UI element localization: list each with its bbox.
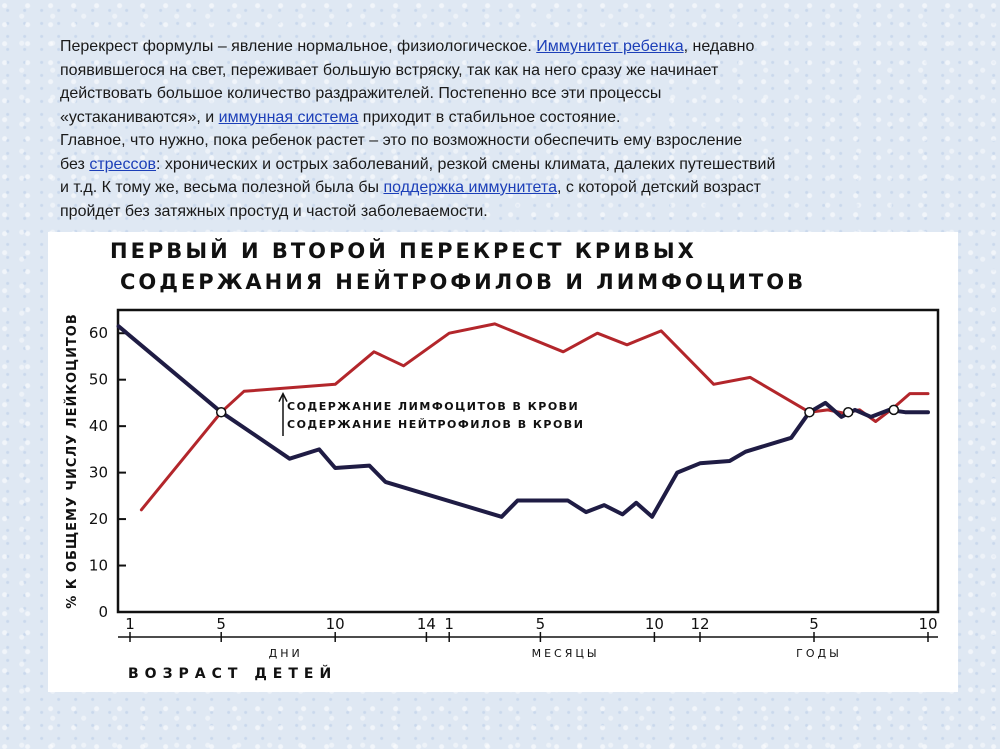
x-tick-label: 1 bbox=[444, 615, 454, 633]
x-axis-title: ВОЗРАСТ ДЕТЕЙ bbox=[128, 665, 337, 682]
plot-area: 0 10 20 30 40 50 60 % К ОБЩЕМУ ЧИСЛУ ЛЕЙКОЦИТОВ… bbox=[64, 308, 940, 682]
text-segment: : хронических и острых заболеваний, резк… bbox=[156, 155, 776, 173]
legend-label-lymphocytes: СОДЕРЖАНИЕ ЛИМФОЦИТОВ В КРОВИ bbox=[287, 400, 579, 413]
text-segment: «устаканиваются», и bbox=[60, 108, 219, 126]
text-line: и т.д. К тому же, весьма полезной была б… bbox=[60, 176, 960, 200]
x-tick-label: 14 bbox=[417, 615, 436, 633]
x-tick-label: 12 bbox=[690, 615, 709, 633]
y-tick-label: 0 bbox=[98, 603, 108, 621]
x-tick-label: 10 bbox=[918, 615, 937, 633]
text-line: появившегося на свет, переживает большую… bbox=[60, 61, 719, 79]
y-tick-label: 40 bbox=[89, 417, 108, 435]
text-segment: Перекрест формулы – явление нормальное, … bbox=[60, 38, 537, 55]
text-line: Главное, что нужно, пока ребенок растет … bbox=[60, 132, 743, 149]
x-tick-label: 1 bbox=[125, 615, 135, 633]
x-tick-label: 10 bbox=[645, 615, 664, 633]
text-line: «устаканиваются», и иммунная система при… bbox=[60, 106, 960, 130]
crossover-marker bbox=[804, 406, 815, 418]
immunity-support-link[interactable]: поддержка иммунитета bbox=[383, 179, 557, 196]
y-axis-title: % К ОБЩЕМУ ЧИСЛУ ЛЕЙКОЦИТОВ bbox=[64, 313, 80, 609]
text-segment: , с которой детский возраст bbox=[556, 179, 761, 196]
intro-text: Перекрест формулы – явление нормальное, … bbox=[60, 35, 960, 223]
x-group-label: МЕСЯЦЫ bbox=[532, 647, 600, 660]
text-line: пройдет без затяжных простуд и частой за… bbox=[60, 202, 488, 220]
x-tick-label: 5 bbox=[536, 615, 546, 633]
x-tick-label: 10 bbox=[326, 615, 345, 633]
crossover-chart: ПЕРВЫЙ И ВТОРОЙ ПЕРЕКРЕСТ КРИВЫХ СОДЕРЖА… bbox=[64, 238, 940, 682]
text-line: без стрессов: хронических и острых забол… bbox=[60, 153, 960, 177]
x-tick-label: 5 bbox=[216, 615, 226, 633]
legend-label-neutrophils: СОДЕРЖАНИЕ НЕЙТРОФИЛОВ В КРОВИ bbox=[287, 418, 584, 431]
y-tick-label: 10 bbox=[89, 557, 108, 575]
crossover-marker bbox=[888, 404, 900, 416]
crossover-marker bbox=[842, 406, 854, 418]
immune-system-link[interactable]: иммунная система bbox=[218, 108, 359, 126]
immunity-child-link[interactable]: Иммунитет ребенка bbox=[536, 38, 684, 55]
x-tick-label: 5 bbox=[809, 615, 819, 633]
chart-panel: ПЕРВЫЙ И ВТОРОЙ ПЕРЕКРЕСТ КРИВЫХ СОДЕРЖА… bbox=[48, 232, 958, 692]
y-tick-label: 20 bbox=[89, 510, 108, 528]
x-group-label: ГОДЫ bbox=[796, 647, 842, 660]
chart-title-line-2: СОДЕРЖАНИЯ НЕЙТРОФИЛОВ И ЛИМФОЦИТОВ bbox=[120, 269, 806, 294]
y-tick-label: 50 bbox=[89, 371, 108, 389]
crossover-marker bbox=[215, 406, 227, 418]
y-tick-label: 30 bbox=[89, 464, 108, 482]
text-segment: без bbox=[60, 155, 90, 173]
chart-title-line-1: ПЕРВЫЙ И ВТОРОЙ ПЕРЕКРЕСТ КРИВЫХ bbox=[110, 238, 697, 263]
stress-link[interactable]: стрессов bbox=[89, 155, 157, 173]
text-segment: , недавно bbox=[683, 38, 755, 55]
text-segment: и т.д. К тому же, весьма полезной была б… bbox=[60, 179, 384, 196]
y-tick-label: 60 bbox=[89, 324, 108, 342]
x-group-label: ДНИ bbox=[269, 647, 303, 660]
text-segment: приходит в стабильное состояние. bbox=[358, 108, 621, 126]
text-line: действовать большое количество раздражит… bbox=[60, 85, 662, 102]
text-line: Перекрест формулы – явление нормальное, … bbox=[60, 35, 960, 59]
plot-frame bbox=[116, 308, 940, 614]
legend-arrow bbox=[278, 391, 288, 402]
